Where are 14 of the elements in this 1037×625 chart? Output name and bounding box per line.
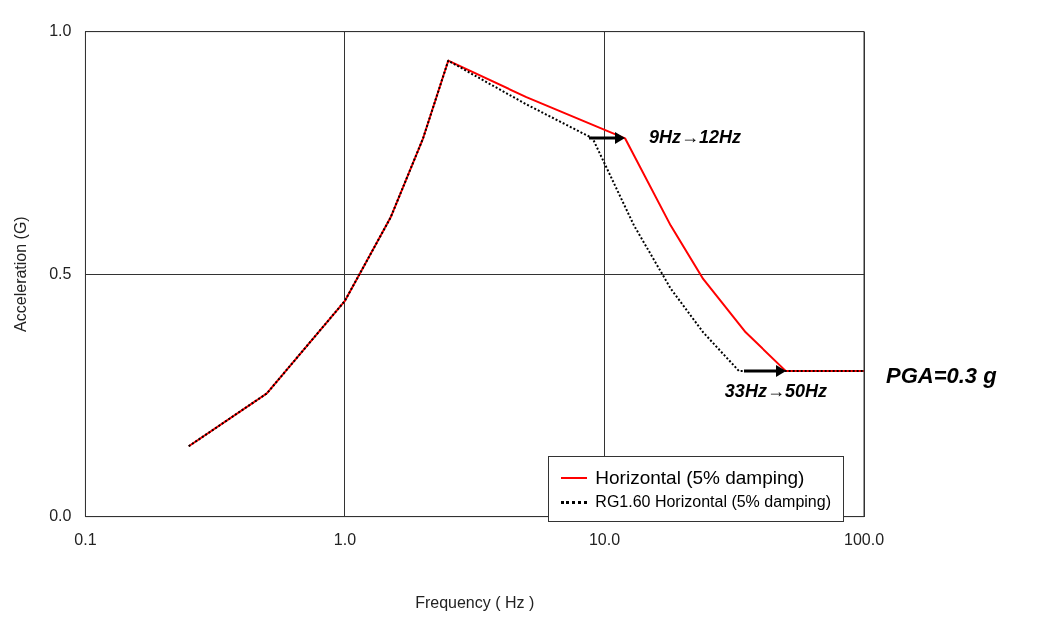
legend-label: Horizontal (5% damping) (595, 467, 805, 489)
x-tick-label: 100.0 (843, 530, 885, 548)
legend-label: RG1.60 Horizontal (5% damping) (595, 493, 831, 511)
x-tick-label: 0.1 (74, 530, 97, 548)
annotation: 9Hz→12Hz (649, 127, 742, 148)
annotation: PGA=0.3 g (886, 363, 998, 389)
y-tick-label: 1.0 (49, 22, 72, 40)
y-axis-title: Acceleration (G) (12, 216, 30, 332)
x-axis-title: Frequency ( Hz ) (415, 593, 535, 611)
x-tick-label: 1.0 (333, 530, 357, 548)
y-tick-label: 0.0 (49, 507, 72, 525)
y-tick-label: 0.5 (49, 264, 72, 282)
annotation: 33Hz→50Hz (724, 381, 827, 402)
x-tick-label: 10.0 (588, 530, 621, 548)
